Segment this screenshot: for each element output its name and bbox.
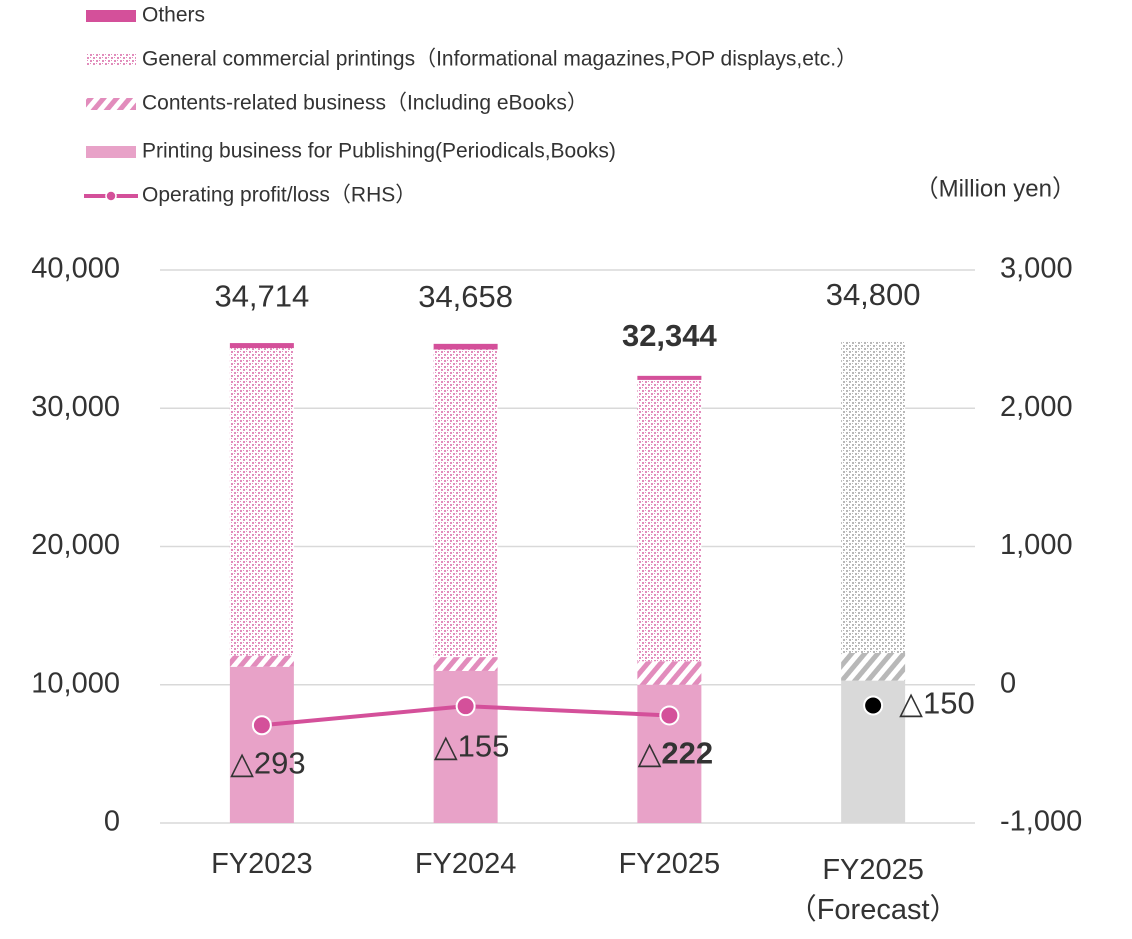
bar-segment — [229, 655, 294, 667]
legend-label: Operating profit/loss（RHS） — [142, 184, 416, 207]
y-tick-label: 40,000 — [31, 253, 120, 285]
y-tick-label: 10,000 — [31, 667, 120, 699]
total-label: 32,344 — [622, 318, 718, 353]
y2-tick-label: 2,000 — [1000, 391, 1073, 423]
profit-label: △222 — [638, 736, 714, 771]
x-tick-label: FY2023 — [211, 848, 313, 880]
y-tick-label: 0 — [104, 806, 120, 838]
total-label: 34,714 — [214, 278, 309, 313]
x-tick-label: FY2024 — [415, 848, 517, 880]
bar-segment — [433, 349, 498, 658]
x-tick-label: FY2025 — [619, 848, 721, 880]
bar-segment — [841, 652, 906, 681]
bar-segment — [637, 379, 702, 662]
profit-marker — [659, 705, 680, 726]
profit-label: △155 — [434, 728, 510, 763]
legend-marker — [105, 190, 117, 202]
forecast-marker — [863, 695, 884, 716]
forecast-label: △150 — [899, 686, 975, 721]
legend-label: Others — [142, 4, 205, 27]
legend-label: Contents-related business（Including eBoo… — [142, 92, 588, 115]
legend-swatch — [86, 54, 136, 66]
bar-segment — [229, 348, 294, 656]
bar-segment — [433, 343, 498, 350]
bar-segment — [637, 661, 702, 685]
bar-segment — [841, 341, 906, 653]
bar-segment — [229, 343, 294, 349]
y2-tick-label: -1,000 — [1000, 806, 1082, 838]
y2-tick-label: 3,000 — [1000, 253, 1073, 285]
total-label: 34,658 — [418, 279, 513, 314]
profit-marker — [455, 696, 476, 717]
y-tick-label: 20,000 — [31, 529, 120, 561]
bar-segment — [433, 657, 498, 671]
y2-tick-label: 1,000 — [1000, 529, 1073, 561]
profit-label: △293 — [230, 745, 306, 780]
bar-segment — [637, 375, 702, 380]
legend-label: Printing business for Publishing(Periodi… — [142, 140, 616, 163]
total-label: 34,800 — [826, 277, 921, 312]
unit-label: （Million yen） — [915, 175, 1076, 202]
legend-swatch — [86, 146, 136, 158]
legend-swatch — [86, 98, 136, 110]
bar-segment — [229, 666, 294, 823]
profit-marker — [251, 715, 272, 736]
y2-tick-label: 0 — [1000, 667, 1016, 699]
legend-swatch — [86, 10, 136, 22]
y-tick-label: 30,000 — [31, 391, 120, 423]
legend-label: General commercial printings（Information… — [142, 48, 857, 71]
x-tick-label: FY2025 （Forecast） — [788, 854, 959, 926]
